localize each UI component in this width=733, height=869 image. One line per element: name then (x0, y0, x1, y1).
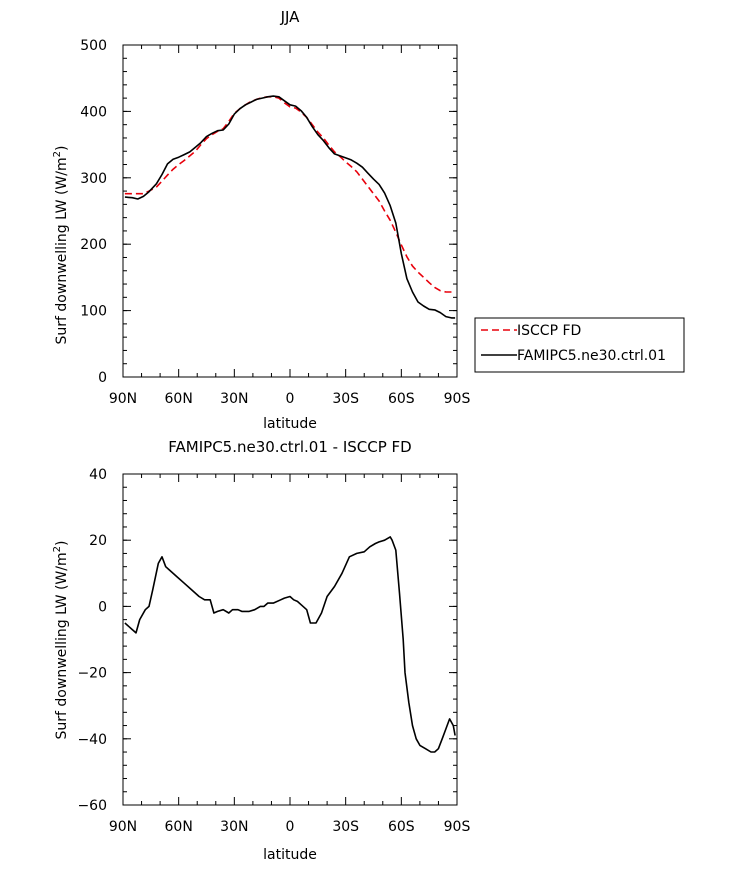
bottom-y-tick-label: 40 (89, 467, 107, 483)
bottom-panel: FAMIPC5.ne30.ctrl.01 - ISCCP FD 90N 60N 30… (52, 438, 470, 863)
top-x-tick-label: 90N (109, 391, 137, 407)
top-y-tick-label: 100 (80, 304, 107, 320)
top-x-tick-label: 60N (165, 391, 193, 407)
legend-label-isccp: ISCCP FD (517, 323, 581, 339)
top-y-tick-label: 400 (80, 104, 107, 120)
top-y-tick-label: 200 (80, 237, 107, 253)
top-plot-area: 90N 60N 30N 0 30S 60S 90S 0 100 200 300 400 500 (80, 38, 470, 407)
top-x-tick-label: 90S (444, 391, 471, 407)
bottom-x-tick-label: 30N (220, 819, 248, 835)
bottom-y-axis-label-close: ) (54, 541, 70, 546)
bottom-y-tick-label: −20 (77, 666, 107, 682)
top-x-tick-label: 30N (220, 391, 248, 407)
top-series-line-1 (124, 95, 456, 319)
top-y-axis-label-main: Surf downwelling LW (W/m (54, 157, 70, 344)
top-y-axis-label-sup: 2 (52, 151, 63, 157)
legend-label-famipc5: FAMIPC5.ne30.ctrl.01 (517, 348, 666, 364)
bottom-x-tick-label: 30S (332, 819, 359, 835)
bottom-x-tick-label: 90S (444, 819, 471, 835)
bottom-y-tick-label: −60 (77, 798, 107, 814)
top-x-tick-label: 60S (388, 391, 415, 407)
top-y-axis-label-close: ) (54, 146, 70, 151)
legend-box (474, 317, 685, 373)
bottom-y-tick-label: 20 (89, 533, 107, 549)
top-y-tick-label: 300 (80, 171, 107, 187)
top-plot-frame (122, 44, 458, 378)
bottom-y-tick-label: −40 (77, 732, 107, 748)
top-x-axis-label: latitude (263, 416, 317, 432)
legend: ISCCP FD FAMIPC5.ne30.ctrl.01 (474, 317, 685, 373)
bottom-x-tick-label: 90N (109, 819, 137, 835)
bottom-series-line-0 (124, 536, 456, 753)
bottom-chart-title: FAMIPC5.ne30.ctrl.01 - ISCCP FD (168, 438, 411, 456)
bottom-plot-frame (122, 473, 458, 806)
top-y-tick-label: 500 (80, 38, 107, 54)
top-y-axis-label: Surf downwelling LW (W/m2) (52, 146, 70, 345)
bottom-y-tick-label: 0 (98, 599, 107, 615)
bottom-y-axis-label: Surf downwelling LW (W/m2) (52, 541, 70, 740)
bottom-plot-area: 90N 60N 30N 0 30S 60S 90S −60 −40 −20 0 20 40 (77, 467, 470, 835)
top-chart-title: JJA (280, 8, 301, 26)
bottom-x-tick-label: 60S (388, 819, 415, 835)
top-panel: JJA 90N 60N 30N 0 30S 60S 90S0100200300400500 … (52, 8, 685, 432)
bottom-y-axis-label-main: Surf downwelling LW (W/m (54, 552, 70, 739)
top-y-tick-label: 0 (98, 370, 107, 386)
top-x-tick-label: 0 (286, 391, 295, 407)
bottom-x-tick-label: 60N (165, 819, 193, 835)
bottom-x-tick-label: 0 (286, 819, 295, 835)
bottom-y-axis-label-sup: 2 (52, 546, 63, 552)
top-series-line-0 (124, 96, 456, 293)
top-x-tick-label: 30S (332, 391, 359, 407)
bottom-x-axis-label: latitude (263, 847, 317, 863)
